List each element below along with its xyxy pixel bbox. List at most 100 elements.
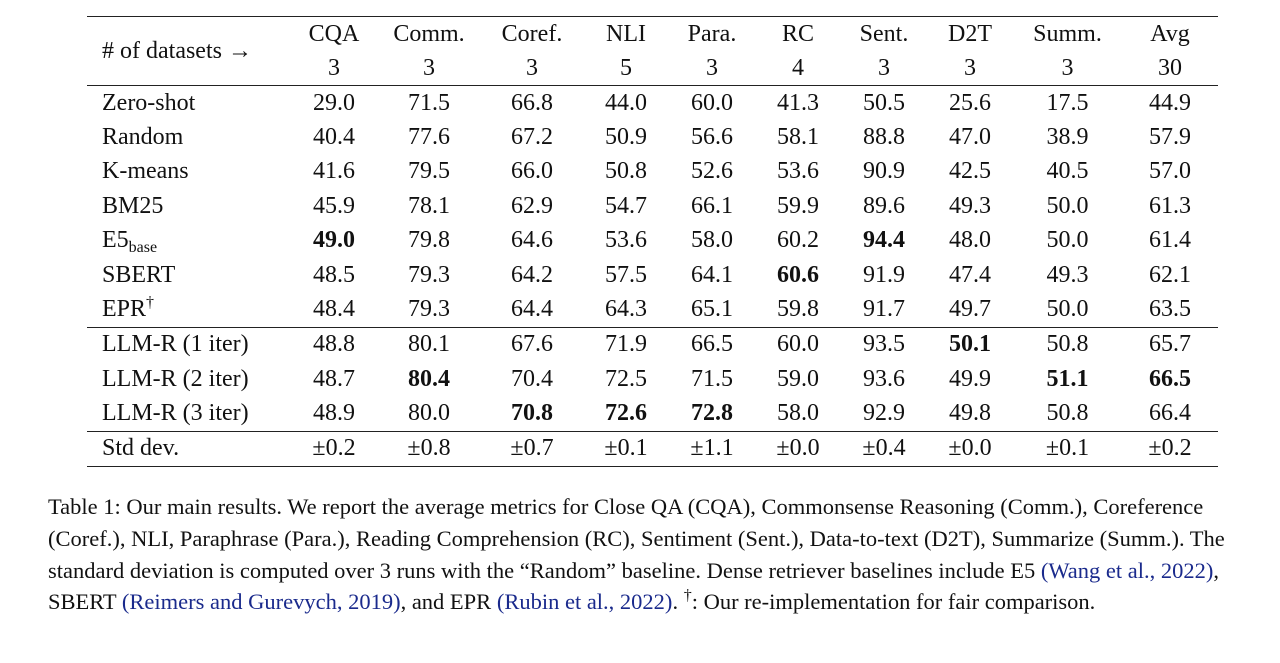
table-cell: 64.1: [669, 258, 755, 292]
cell-value: 62.9: [511, 192, 553, 219]
cell-value: 48.4: [313, 296, 355, 323]
table-cell: 72.5: [583, 362, 669, 396]
best-value: 80.4: [408, 365, 450, 392]
row-label-text: EPR: [102, 296, 147, 323]
table-cell: 41.3: [755, 85, 841, 121]
table-cell: 71.5: [377, 85, 481, 121]
cell-value: 89.6: [863, 192, 905, 219]
cell-value: 47.0: [949, 124, 991, 151]
best-value: 51.1: [1046, 365, 1089, 392]
table-cell: 53.6: [755, 155, 841, 189]
cell-value: 60.2: [777, 227, 819, 254]
best-value: 72.6: [605, 400, 647, 427]
row-label-text: SBERT: [102, 261, 176, 288]
table-cell: 52.6: [669, 155, 755, 189]
table-cell: 79.3: [377, 258, 481, 292]
std-dev-row: Std dev. ±0.2 ±0.8 ±0.7 ±0.1 ±1.1 ±0.0 ±0.4 ±0.0…: [87, 430, 1218, 467]
cell-value: 67.2: [511, 124, 553, 151]
std-dev-cell: ±0.7: [481, 430, 583, 467]
std-dev-cell: ±0.8: [377, 430, 481, 467]
std-dev-cell: ±0.1: [1013, 430, 1122, 467]
cell-value: 58.0: [777, 400, 819, 427]
cell-value: 80.1: [408, 331, 450, 358]
caption-text: , and EPR: [400, 589, 497, 615]
std-dev-cell: ±0.1: [583, 430, 669, 467]
column-dataset-count: 3: [526, 54, 538, 81]
table-row: K-means 41.6 79.5 66.0 50.8 52.6 53.6 90.9 42.5 4…: [87, 155, 1218, 189]
table-cell: 17.5: [1013, 85, 1122, 121]
table-cell: 49.0: [291, 224, 377, 258]
table-row: Zero-shot 29.0 71.5 66.8 44.0 60.0 41.3 50.5 25.…: [87, 85, 1218, 121]
column-dataset-count: 3: [706, 54, 718, 81]
std-dev-cell: ±0.0: [927, 430, 1013, 467]
cell-value: 66.4: [1149, 400, 1191, 427]
best-value: 94.4: [863, 227, 905, 254]
best-value: 66.5: [1149, 365, 1191, 392]
table-cell: 77.6: [377, 120, 481, 154]
row-label-text: LLM-R (3 iter): [102, 400, 249, 427]
table-cell: 51.1: [1013, 362, 1122, 396]
column-header: RC: [755, 16, 841, 51]
table-cell: 78.1: [377, 189, 481, 223]
table-cell: 50.0: [1013, 189, 1122, 223]
cell-value: 66.8: [511, 89, 553, 116]
table-cell: 93.6: [841, 362, 927, 396]
table-row: Random 40.4 77.6 67.2 50.9 56.6 58.1 88.8 47.0 38…: [87, 120, 1218, 154]
cell-value: 45.9: [313, 192, 355, 219]
table-cell: 94.4: [841, 224, 927, 258]
cell-value: 41.3: [777, 89, 819, 116]
table-cell: 66.0: [481, 155, 583, 189]
cell-value: 60.0: [777, 331, 819, 358]
table-cell: 57.9: [1122, 120, 1218, 154]
table-cell: 54.7: [583, 189, 669, 223]
best-value: 60.6: [777, 261, 819, 288]
table-row: BM25 45.9 78.1 62.9 54.7 66.1 59.9 89.6 49.3 50.0…: [87, 189, 1218, 223]
cell-value: 57.9: [1149, 124, 1191, 151]
cell-value: 66.1: [691, 192, 733, 219]
cell-value: 92.9: [863, 400, 905, 427]
column-header: Sent.: [841, 16, 927, 51]
cell-value: 79.3: [408, 296, 450, 323]
table-cell: 62.1: [1122, 258, 1218, 292]
table-cell: 49.3: [927, 189, 1013, 223]
table-cell: 80.0: [377, 397, 481, 432]
table-row: LLM-R (2 iter) 48.7 80.4 70.4 72.5 71.5 59.0 93…: [87, 362, 1218, 396]
cell-value: 61.3: [1149, 192, 1191, 219]
table-cell: 66.1: [669, 189, 755, 223]
caption-text: Table 1: Our main results. We report the…: [48, 494, 1225, 583]
cell-value: 77.6: [408, 124, 450, 151]
cell-value: 72.5: [605, 365, 647, 392]
cell-value: 79.5: [408, 158, 450, 185]
cell-value: 59.0: [777, 365, 819, 392]
row-label: EPR†: [87, 292, 291, 327]
citation-link-reimers[interactable]: (Reimers and Gurevych, 2019): [121, 589, 401, 615]
table-cell: 41.6: [291, 155, 377, 189]
table-cell: 91.9: [841, 258, 927, 292]
column-dataset-count: 3: [1061, 54, 1074, 81]
cell-value: 71.9: [605, 331, 647, 358]
table-cell: 49.7: [927, 292, 1013, 327]
cell-value: 67.6: [511, 331, 553, 358]
citation-link-wang[interactable]: (Wang et al., 2022): [1040, 557, 1214, 583]
table-cell: 71.5: [669, 362, 755, 396]
table-cell: 62.9: [481, 189, 583, 223]
column-dataset-count: 3: [423, 54, 435, 81]
row-label: LLM-R (2 iter): [87, 362, 291, 396]
row-label-text: K-means: [102, 158, 189, 185]
row-label: Zero-shot: [87, 85, 291, 121]
table-cell: 79.8: [377, 224, 481, 258]
std-dev-cell: ±0.2: [291, 430, 377, 467]
cell-value: 64.1: [691, 261, 733, 288]
table-cell: 48.9: [291, 397, 377, 432]
cell-value: 50.0: [1046, 296, 1089, 323]
cell-value: 53.6: [777, 158, 819, 185]
cell-value: 48.9: [313, 400, 355, 427]
cell-value: 64.3: [605, 296, 647, 323]
cell-value: 29.0: [313, 89, 355, 116]
cell-value: 66.0: [511, 158, 553, 185]
cell-value: 65.7: [1149, 331, 1191, 358]
table-cell: 48.8: [291, 326, 377, 363]
column-header: Para.: [669, 16, 755, 51]
row-label: LLM-R (1 iter): [87, 326, 291, 363]
citation-link-rubin[interactable]: (Rubin et al., 2022): [496, 589, 673, 615]
